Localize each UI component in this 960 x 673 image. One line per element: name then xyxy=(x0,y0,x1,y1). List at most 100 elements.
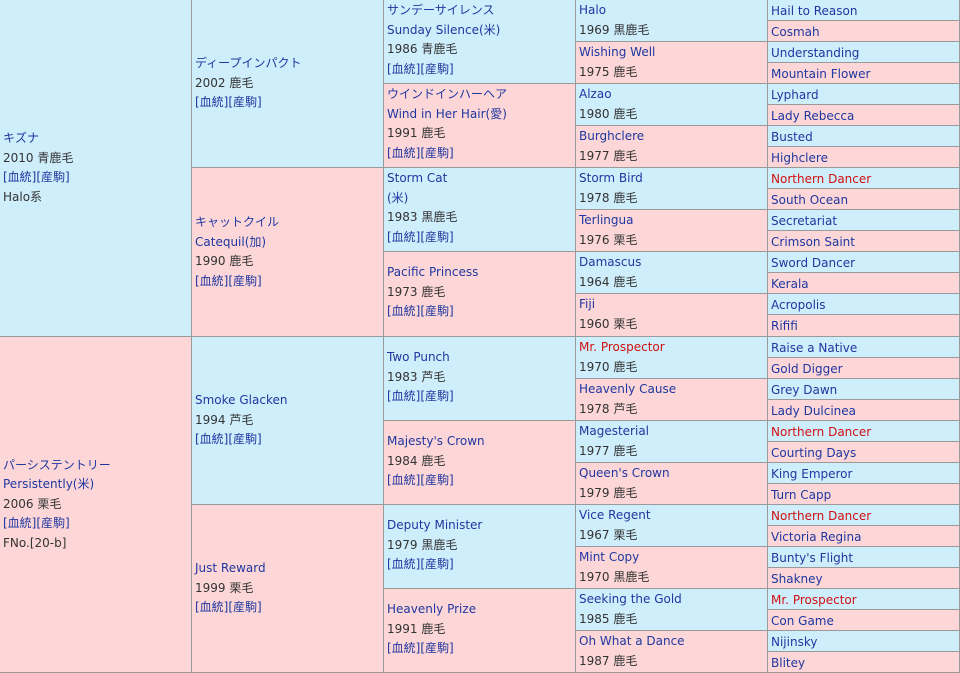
horse-name-link[interactable]: Oh What a Dance xyxy=(579,634,685,648)
horse-name-link[interactable]: Lady Rebecca xyxy=(771,109,855,123)
cell-content: Northern Dancer xyxy=(771,169,956,188)
horse-name-link[interactable]: Lyphard xyxy=(771,88,819,102)
pedigree-offspring-links[interactable]: [血統][産駒] xyxy=(195,95,262,110)
horse-name-link[interactable]: Acropolis xyxy=(771,298,826,312)
cell-content: Terlingua 1976 栗毛 xyxy=(579,211,764,250)
horse-name-link[interactable]: Shakney xyxy=(771,572,823,586)
horse-name-link[interactable]: Nijinsky xyxy=(771,635,818,649)
cell-content: Just Reward 1999 栗毛 [血統][産駒] xyxy=(195,559,266,618)
horse-origin-link[interactable]: Wind in Her Hair(愛) xyxy=(387,106,507,121)
horse-origin-link[interactable]: Persistently(米) xyxy=(3,477,95,492)
horse-name-link[interactable]: Storm Cat xyxy=(387,171,448,185)
horse-name-link[interactable]: South Ocean xyxy=(771,193,849,207)
cell-content: Blitey xyxy=(771,653,956,672)
horse-extra-info[interactable]: FNo.[20-b] xyxy=(3,535,67,550)
pedigree-cell-gen5: Highclere xyxy=(768,147,960,168)
horse-name-link[interactable]: Northern Dancer xyxy=(771,509,872,523)
horse-name-link[interactable]: Damascus xyxy=(579,255,642,269)
horse-name-link[interactable]: Bunty's Flight xyxy=(771,551,854,565)
pedigree-offspring-links[interactable]: [血統][産駒] xyxy=(387,229,454,244)
horse-name-link[interactable]: Deputy Minister xyxy=(387,518,483,532)
horse-name-link[interactable]: Just Reward xyxy=(195,561,266,576)
horse-birth-color: 1979 黒鹿毛 xyxy=(387,537,458,552)
pedigree-offspring-links[interactable]: [血統][産駒] xyxy=(387,304,454,318)
horse-name-link[interactable]: Heavenly Prize xyxy=(387,602,477,616)
horse-name-link[interactable]: Northern Dancer xyxy=(771,425,872,439)
pedigree-cell-gen4: Wishing Well 1975 鹿毛 xyxy=(576,42,768,84)
horse-name-link[interactable]: Majesty's Crown xyxy=(387,434,485,448)
horse-name-link[interactable]: Wishing Well xyxy=(579,45,656,59)
pedigree-offspring-links[interactable]: [血統][産駒] xyxy=(195,273,262,288)
pedigree-offspring-links[interactable]: [血統][産駒] xyxy=(387,389,454,403)
cell-content: Lyphard xyxy=(771,85,956,104)
horse-name-link[interactable]: Con Game xyxy=(771,614,834,628)
horse-name-link[interactable]: Heavenly Cause xyxy=(579,382,677,396)
horse-name-link[interactable]: Alzao xyxy=(579,87,612,101)
horse-name-link[interactable]: Blitey xyxy=(771,656,806,670)
pedigree-offspring-links[interactable]: [血統][産駒] xyxy=(387,641,454,655)
pedigree-cell-gen3: Majesty's Crown 1984 鹿毛 [血統][産駒] xyxy=(384,421,576,505)
pedigree-offspring-links[interactable]: [血統][産駒] xyxy=(387,145,454,160)
horse-name-link[interactable]: Rififi xyxy=(771,319,798,333)
horse-name-link[interactable]: Terlingua xyxy=(579,213,634,227)
pedigree-cell-gen5: Bunty's Flight xyxy=(768,547,960,568)
horse-name-link[interactable]: Burghclere xyxy=(579,129,645,143)
horse-name-link[interactable]: Halo xyxy=(579,3,607,17)
cell-content: Victoria Regina xyxy=(771,527,956,546)
cell-content: Wishing Well 1975 鹿毛 xyxy=(579,43,764,82)
horse-name-link[interactable]: Mountain Flower xyxy=(771,67,871,81)
horse-name-link[interactable]: Turn Capp xyxy=(771,488,832,502)
horse-origin-link[interactable]: Sunday Silence(米) xyxy=(387,22,501,37)
horse-name-link[interactable]: Mint Copy xyxy=(579,550,640,564)
horse-name-link[interactable]: Raise a Native xyxy=(771,341,858,355)
horse-birth-color: 1970 鹿毛 xyxy=(579,359,638,374)
horse-name-link[interactable]: Kerala xyxy=(771,277,809,291)
horse-name-link[interactable]: Storm Bird xyxy=(579,171,643,185)
horse-name-link[interactable]: パーシステントリー xyxy=(3,457,111,472)
horse-name-link[interactable]: Courting Days xyxy=(771,446,857,460)
horse-birth-color: 1991 鹿毛 xyxy=(387,126,446,140)
pedigree-offspring-links[interactable]: [血統][産駒] xyxy=(3,170,70,184)
horse-name-link[interactable]: Secretariat xyxy=(771,214,838,228)
horse-name-link[interactable]: Fiji xyxy=(579,297,596,311)
horse-origin-link[interactable]: (米) xyxy=(387,190,409,205)
horse-name-link[interactable]: Smoke Glacken xyxy=(195,393,288,408)
cell-content: Secretariat xyxy=(771,211,956,230)
horse-name-link[interactable]: Northern Dancer xyxy=(771,172,872,186)
pedigree-offspring-links[interactable]: [血統][産駒] xyxy=(387,557,454,571)
pedigree-offspring-links[interactable]: [血統][産駒] xyxy=(195,432,262,447)
horse-name-link[interactable]: ウインドインハーヘア xyxy=(387,87,508,101)
horse-name-link[interactable]: キャットクイル xyxy=(195,215,280,229)
horse-name-link[interactable]: Seeking the Gold xyxy=(579,592,682,606)
horse-name-link[interactable]: Mr. Prospector xyxy=(579,340,665,354)
horse-name-link[interactable]: Understanding xyxy=(771,46,860,60)
horse-name-link[interactable]: Crimson Saint xyxy=(771,235,855,249)
pedigree-offspring-links[interactable]: [血統][産駒] xyxy=(387,61,454,76)
pedigree-cell-gen5: Lady Dulcinea xyxy=(768,400,960,421)
horse-name-link[interactable]: Queen's Crown xyxy=(579,466,670,480)
pedigree-cell-gen5: King Emperor xyxy=(768,463,960,484)
horse-name-link[interactable]: King Emperor xyxy=(771,467,853,481)
horse-name-link[interactable]: Hail to Reason xyxy=(771,4,858,18)
horse-name-link[interactable]: Highclere xyxy=(771,151,828,165)
horse-name-link[interactable]: Grey Dawn xyxy=(771,383,838,397)
horse-name-link[interactable]: Lady Dulcinea xyxy=(771,404,857,418)
pedigree-cell-gen5: South Ocean xyxy=(768,189,960,210)
horse-name-link[interactable]: Magesterial xyxy=(579,424,650,438)
horse-name-link[interactable]: Gold Digger xyxy=(771,362,843,376)
horse-name-link[interactable]: Vice Regent xyxy=(579,508,651,522)
pedigree-offspring-links[interactable]: [血統][産駒] xyxy=(195,600,262,615)
pedigree-offspring-links[interactable]: [血統][産駒] xyxy=(387,473,454,487)
horse-name-link[interactable]: Busted xyxy=(771,130,813,144)
horse-name-link[interactable]: Cosmah xyxy=(771,25,820,39)
horse-name-link[interactable]: キズナ xyxy=(3,131,40,145)
horse-name-link[interactable]: Mr. Prospector xyxy=(771,593,857,607)
horse-name-link[interactable]: Pacific Princess xyxy=(387,265,479,279)
horse-name-link[interactable]: Two Punch xyxy=(387,350,450,364)
horse-origin-link[interactable]: Catequil(加) xyxy=(195,234,267,249)
horse-name-link[interactable]: ディープインパクト xyxy=(195,56,302,71)
horse-name-link[interactable]: Victoria Regina xyxy=(771,530,862,544)
pedigree-offspring-links[interactable]: [血統][産駒] xyxy=(3,516,70,531)
horse-name-link[interactable]: Sword Dancer xyxy=(771,256,856,270)
horse-name-link[interactable]: サンデーサイレンス xyxy=(387,3,495,17)
